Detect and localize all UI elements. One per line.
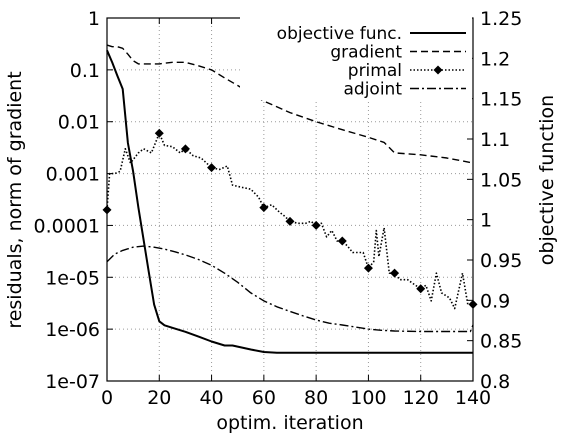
- legend-label-primal: primal: [348, 61, 402, 81]
- primal-marker: [259, 203, 269, 213]
- x-tick-label: 60: [252, 387, 276, 409]
- y-left-tick-label: 0.0001: [34, 215, 100, 237]
- primal-marker: [285, 216, 295, 226]
- y-axis-left-label: residuals, norm of gradient: [4, 71, 26, 328]
- primal-marker: [311, 220, 321, 230]
- y-left-tick-label: 1e-06: [45, 319, 100, 341]
- x-tick-label: 120: [403, 387, 439, 409]
- y-right-tick-label: 1.25: [480, 8, 522, 30]
- y-left-tick-label: 1e-07: [45, 371, 100, 393]
- y-right-tick-label: 1: [480, 210, 492, 232]
- y-right-tick-label: 0.95: [480, 250, 522, 272]
- primal-markers: [102, 128, 478, 309]
- primal-marker: [416, 284, 426, 294]
- x-tick-label: 100: [350, 387, 386, 409]
- y-right-tick-label: 1.15: [480, 89, 522, 111]
- y-left-tick-label: 1: [88, 8, 100, 30]
- y-right-tick-label: 1.05: [480, 169, 522, 191]
- y-right-tick-label: 0.8: [480, 371, 510, 393]
- y-right-tick-label: 1.2: [480, 48, 510, 70]
- primal-marker: [390, 268, 400, 278]
- x-axis-label: optim. iteration: [216, 412, 363, 434]
- axis-ticks: 0 20 40 60 80 100 120 140 1 0.1 0.01 0.001 0.0001 1e-…: [34, 8, 523, 409]
- y-axis-right-label: objective function: [536, 95, 558, 265]
- y-left-tick-label: 0.1: [70, 60, 100, 82]
- adjoint-line: [106, 245, 474, 333]
- x-tick-label: 80: [304, 387, 328, 409]
- legend-label-objective-func: objective func.: [277, 24, 402, 44]
- y-right-tick-label: 1.1: [480, 129, 510, 151]
- y-right-tick-label: 0.85: [480, 331, 522, 353]
- x-tick-label: 140: [455, 387, 491, 409]
- x-tick-label: 40: [199, 387, 223, 409]
- primal-marker: [207, 163, 217, 173]
- primal-marker: [337, 236, 347, 246]
- gradient-line: [106, 44, 474, 164]
- primal-marker: [154, 128, 164, 138]
- primal-marker: [363, 263, 373, 273]
- legend-background: [240, 16, 472, 100]
- plot-area: [102, 44, 478, 354]
- legend-label-adjoint: adjoint: [344, 80, 403, 100]
- legend-label-gradient: gradient: [330, 43, 402, 63]
- y-left-tick-label: 0.001: [46, 164, 100, 186]
- y-left-tick-label: 0.01: [58, 112, 100, 134]
- objective-func-line: [106, 49, 473, 354]
- y-left-tick-label: 1e-05: [45, 267, 100, 289]
- x-tick-label: 0: [101, 387, 113, 409]
- primal-marker: [180, 144, 190, 154]
- y-right-tick-label: 0.9: [480, 290, 510, 312]
- x-tick-label: 20: [147, 387, 171, 409]
- legend-marker-primal: [433, 65, 443, 75]
- primal-line: [106, 132, 473, 310]
